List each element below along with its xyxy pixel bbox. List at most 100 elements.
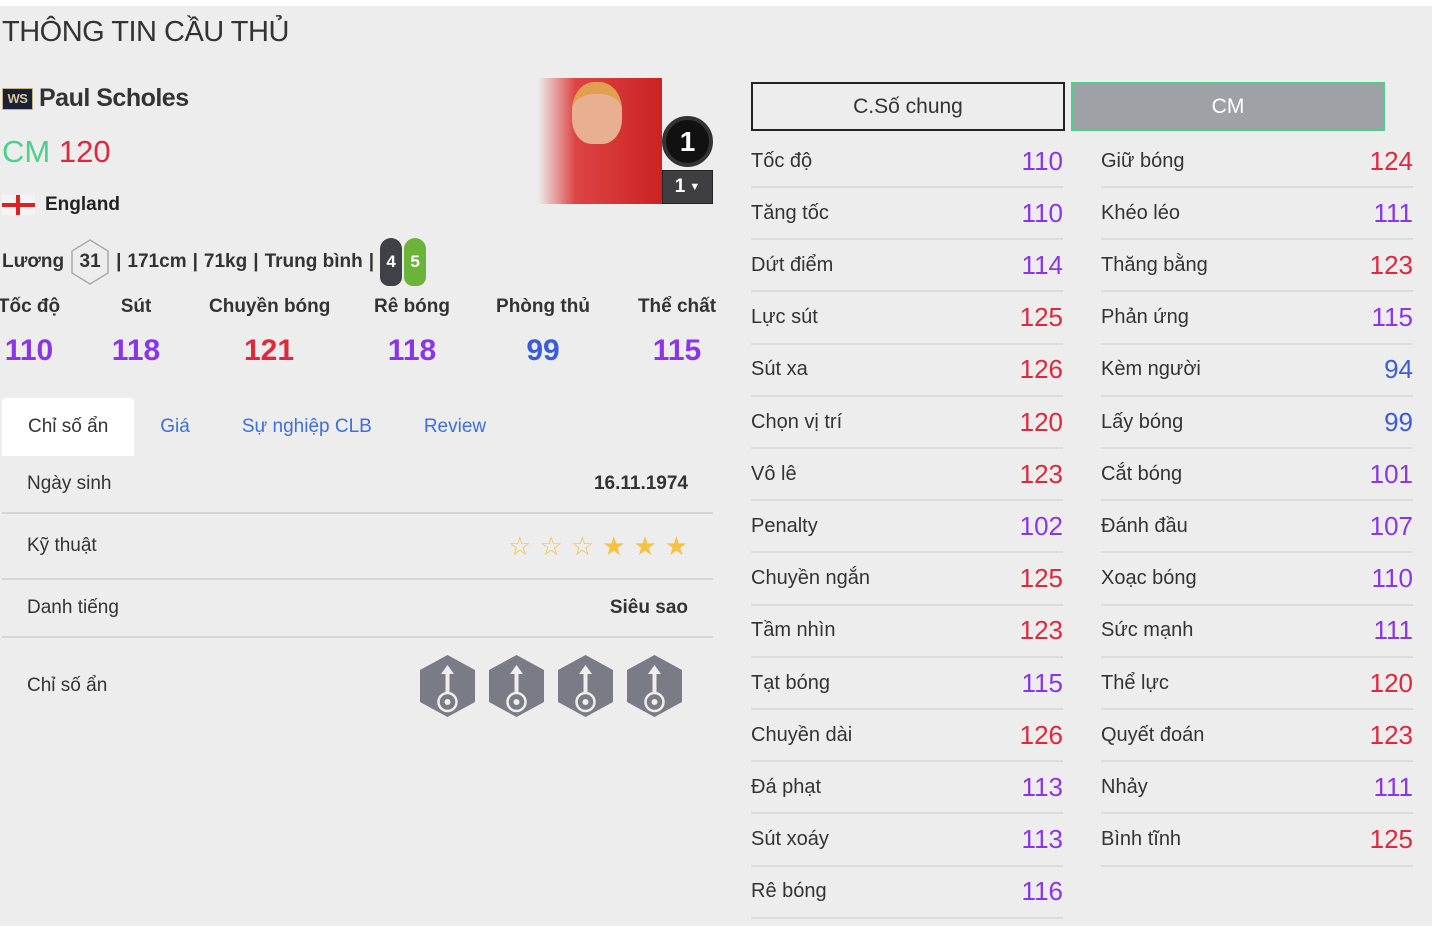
main-stat-label: Rê bóng [374,296,450,317]
stat-row: Thể lực 120 [1101,658,1413,710]
tab-0[interactable]: Chỉ số ẩn [2,398,135,456]
stat-label: Penalty [751,514,818,537]
stat-value: 113 [1021,824,1063,855]
main-stat-label: Chuyền bóng [209,296,331,317]
stat-value: 123 [1019,615,1063,646]
outside-foot-icon[interactable] [488,654,545,718]
long-shot-taker-icon[interactable] [419,654,476,718]
stat-label: Tạt bóng [751,671,830,694]
stat-value: 123 [1369,719,1413,750]
stat-value: 125 [1019,563,1063,594]
tab-3[interactable]: Review [423,416,487,437]
caret-down-icon: ▼ [689,181,701,193]
position-stats-button[interactable]: CM [1071,82,1385,131]
star-empty-icon: ☆ [508,530,532,561]
birth-row: Ngày sinh 16.11.1974 [2,456,713,514]
player-info-page: THÔNG TIN CẦU THỦ WS Paul Scholes CM 120 … [0,6,1432,926]
stat-value: 125 [1019,302,1063,333]
england-flag-icon [2,195,35,215]
stat-label: Thể lực [1101,671,1169,694]
stat-value: 124 [1369,145,1413,176]
stat-value: 123 [1369,249,1413,280]
stat-label: Bình tĩnh [1101,828,1182,851]
stat-value: 123 [1019,458,1063,489]
main-stat-label: Tốc độ [0,296,61,317]
stat-label: Thăng bằng [1101,253,1208,276]
stat-label: Giữ bóng [1101,149,1185,172]
page-title: THÔNG TIN CẦU THỦ [2,16,289,48]
power-header-icon[interactable] [557,654,614,718]
stat-row: Chọn vị trí 120 [751,397,1063,449]
tabs: Chỉ số ẩn Giá Sự nghiệp CLB Review [2,398,512,456]
stat-row: Quyết đoán 123 [1101,710,1413,763]
stat-label: Khéo léo [1101,201,1180,224]
stat-row: Rê bóng 116 [751,867,1063,919]
fame-row: Danh tiếng Siêu sao [2,580,713,638]
stat-value: 102 [1019,510,1063,541]
main-stat: Rê bóng 118 [352,296,472,368]
stat-label: Tăng tốc [751,201,829,224]
stat-label: Sút xa [751,358,808,381]
stat-label: Rê bóng [751,880,827,903]
jersey-number-badge: 1 [662,116,713,167]
stat-row: Tầm nhìn 123 [751,606,1063,658]
stat-row: Kèm người 94 [1101,345,1413,397]
main-stat-value: 121 [243,334,295,367]
stat-row: Thăng bằng 123 [1101,240,1413,293]
stat-row: Lấy bóng 99 [1101,397,1413,449]
chip-shot-icon[interactable] [626,654,683,718]
star-empty-icon: ☆ [539,530,563,561]
main-stat-value: 115 [652,334,702,367]
upgrade-level-dropdown[interactable]: 1 ▼ [662,170,713,204]
stat-value: 116 [1021,876,1063,907]
stat-row: Nhảy 111 [1101,762,1413,815]
season-badge-icon: WS [2,87,33,110]
stat-value: 126 [1019,354,1063,385]
stat-label: Đá phạt [751,775,822,798]
star-filled-icon: ★ [633,530,657,561]
tab-1[interactable]: Giá [160,416,190,437]
stat-row: Xoạc bóng 110 [1101,554,1413,606]
stat-label: Vô lê [751,462,797,485]
main-stat-label: Sút [120,296,152,317]
stat-label: Chuyền ngắn [751,567,870,590]
star-empty-icon: ☆ [570,530,595,561]
stat-row: Sức mạnh 111 [1101,606,1413,658]
stat-value: 115 [1371,302,1413,333]
main-stat-label: Thể chất [637,296,717,317]
stat-row: Chuyền ngắn 125 [751,554,1063,606]
stat-value: 111 [1373,197,1413,228]
stat-value: 120 [1369,667,1413,698]
stat-label: Lực sút [751,306,818,329]
stat-row: Giữ bóng 124 [1101,136,1413,188]
nation: England [2,194,120,216]
stat-value: 115 [1021,667,1063,698]
general-stats-button[interactable]: C.Số chung [751,82,1065,131]
stat-label: Quyết đoán [1101,723,1205,746]
stat-value: 110 [1021,197,1063,228]
position-rating: CM 120 [2,134,111,169]
stat-value: 110 [1021,145,1063,176]
stat-label: Cắt bóng [1101,462,1183,485]
stat-label: Chuyền dài [751,723,853,746]
stat-value: 125 [1369,824,1413,855]
player-name: WS Paul Scholes [2,84,189,113]
player-photo [538,78,662,204]
salary-badge: 31 [70,239,110,285]
main-stat: Tốc độ 110 [0,296,89,368]
stat-row: Đánh đầu 107 [1101,501,1413,554]
stat-row: Sút xoáy 113 [751,815,1063,867]
tab-2[interactable]: Sự nghiệp CLB [241,416,372,437]
star-filled-icon: ★ [664,530,688,561]
stat-label: Đánh đầu [1101,514,1188,537]
stat-value: 107 [1369,510,1413,541]
stat-label: Tốc độ [751,149,813,172]
stat-value: 111 [1373,615,1413,646]
stat-value: 101 [1369,458,1413,489]
stat-value: 110 [1371,563,1413,594]
stat-value: 114 [1021,249,1063,280]
stat-label: Kèm người [1101,358,1201,381]
stat-row: Sút xa 126 [751,345,1063,397]
